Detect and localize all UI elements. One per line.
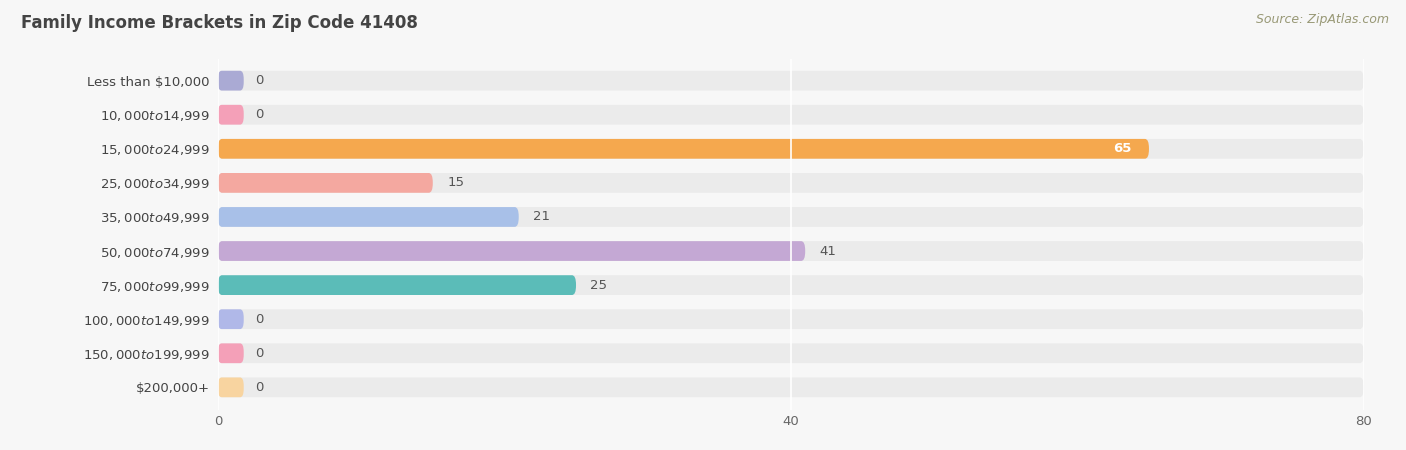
FancyBboxPatch shape <box>218 241 1364 261</box>
FancyBboxPatch shape <box>218 378 243 397</box>
FancyBboxPatch shape <box>218 173 1364 193</box>
FancyBboxPatch shape <box>218 105 243 125</box>
Text: 0: 0 <box>254 347 263 360</box>
FancyBboxPatch shape <box>218 275 1364 295</box>
FancyBboxPatch shape <box>218 378 1364 397</box>
Text: 15: 15 <box>447 176 464 189</box>
Text: 0: 0 <box>254 108 263 121</box>
Text: Source: ZipAtlas.com: Source: ZipAtlas.com <box>1256 14 1389 27</box>
FancyBboxPatch shape <box>218 71 1364 90</box>
FancyBboxPatch shape <box>218 173 433 193</box>
FancyBboxPatch shape <box>218 207 519 227</box>
Text: 65: 65 <box>1114 142 1132 155</box>
FancyBboxPatch shape <box>218 275 576 295</box>
FancyBboxPatch shape <box>218 241 806 261</box>
Text: Family Income Brackets in Zip Code 41408: Family Income Brackets in Zip Code 41408 <box>21 14 418 32</box>
Text: 25: 25 <box>591 279 607 292</box>
FancyBboxPatch shape <box>218 71 243 90</box>
Text: 0: 0 <box>254 74 263 87</box>
Text: 0: 0 <box>254 313 263 326</box>
FancyBboxPatch shape <box>218 139 1149 159</box>
Text: 41: 41 <box>820 244 837 257</box>
FancyBboxPatch shape <box>218 105 1364 125</box>
FancyBboxPatch shape <box>218 309 243 329</box>
Text: 0: 0 <box>254 381 263 394</box>
FancyBboxPatch shape <box>218 309 1364 329</box>
FancyBboxPatch shape <box>218 139 1364 159</box>
FancyBboxPatch shape <box>218 207 1364 227</box>
FancyBboxPatch shape <box>218 343 1364 363</box>
Text: 21: 21 <box>533 211 550 224</box>
FancyBboxPatch shape <box>218 343 243 363</box>
